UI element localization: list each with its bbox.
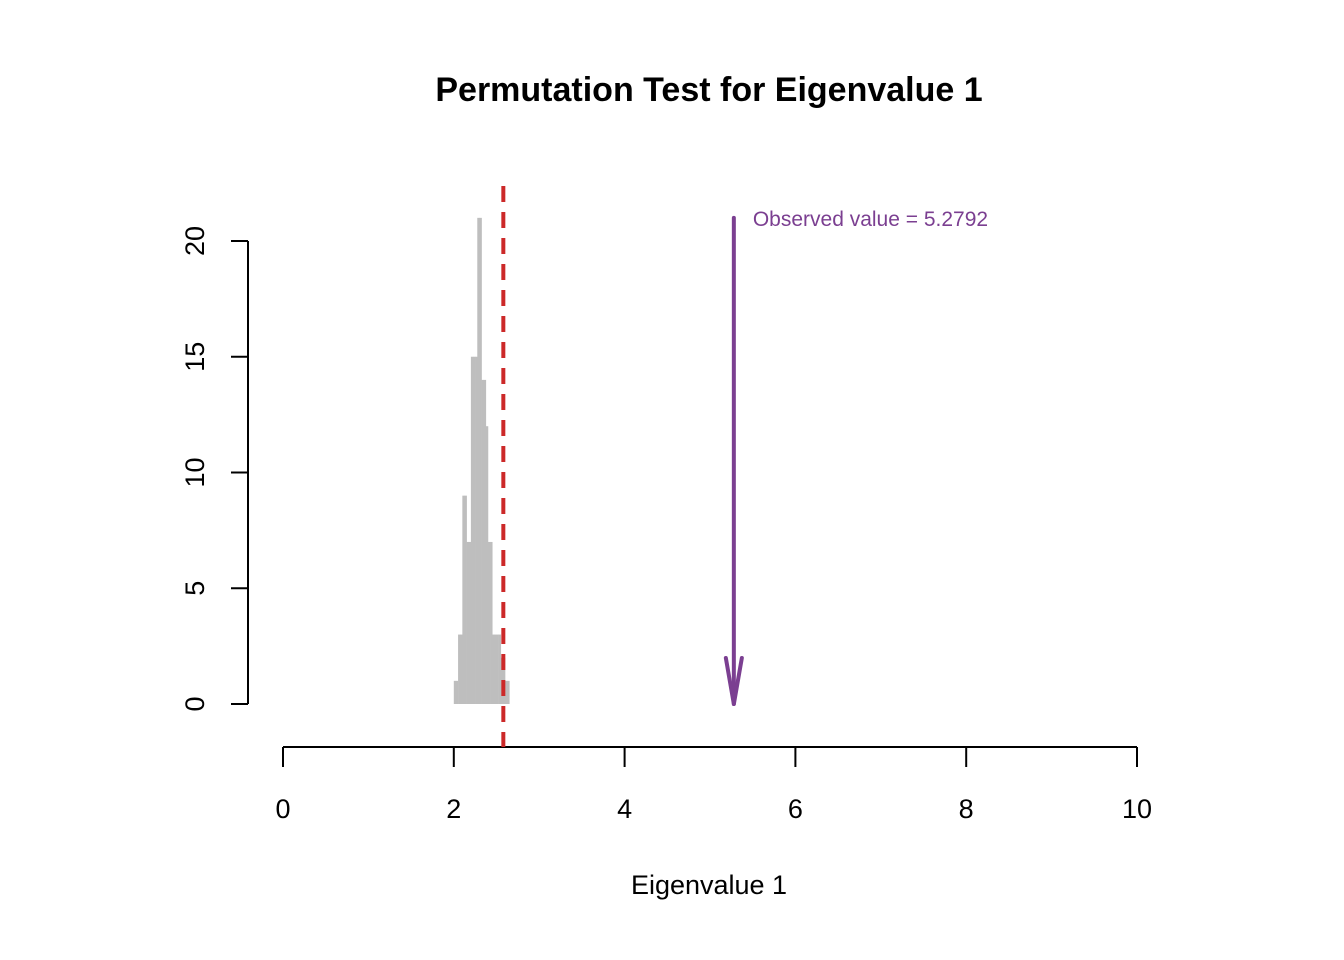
histogram-bar	[473, 356, 476, 704]
histogram-bar	[492, 634, 495, 704]
histogram-bar	[483, 379, 487, 704]
y-axis: 0 5 10 15 20	[180, 226, 249, 712]
y-tick-label: 10	[180, 457, 210, 487]
histogram-bar	[494, 634, 497, 704]
observed-arrow-head	[723, 656, 744, 706]
histogram-bar	[468, 541, 472, 704]
histogram-bar	[487, 541, 491, 704]
x-tick-label: 10	[1122, 794, 1152, 824]
chart-title: Permutation Test for Eigenvalue 1	[435, 71, 982, 109]
x-tick-label: 2	[446, 794, 461, 824]
histogram-bar	[485, 426, 489, 704]
histogram-bar	[481, 379, 484, 704]
y-tick-label: 5	[180, 581, 210, 596]
histogram-bar	[479, 217, 482, 704]
x-tick-label: 6	[788, 794, 803, 824]
y-tick-label: 20	[180, 226, 210, 256]
x-tick-label: 8	[959, 794, 974, 824]
x-axis: 0 2 4 6 8 10	[275, 746, 1152, 824]
histogram-bar	[464, 495, 467, 704]
histogram-bar	[507, 680, 510, 704]
y-tick-label: 0	[180, 696, 210, 711]
histogram-bars	[453, 217, 510, 704]
histogram-bar	[477, 217, 480, 704]
x-tick-label: 0	[275, 794, 290, 824]
histogram-bar	[475, 356, 478, 704]
x-axis-label: Eigenvalue 1	[631, 870, 787, 900]
histogram-bar	[466, 541, 470, 704]
histogram-bar	[498, 634, 502, 704]
histogram-bar	[458, 634, 461, 704]
observed-value-marker: Observed value = 5.2792	[723, 208, 988, 706]
x-tick-label: 4	[617, 794, 632, 824]
y-tick-label: 15	[180, 342, 210, 372]
histogram-bar	[460, 634, 463, 704]
histogram-bar	[470, 356, 474, 704]
histogram-bar	[462, 495, 465, 704]
histogram-bar	[505, 680, 508, 704]
histogram-bar	[453, 680, 457, 704]
observed-value-label: Observed value = 5.2792	[753, 208, 988, 231]
histogram-bar	[496, 634, 499, 704]
histogram-bar	[490, 541, 493, 704]
histogram-bar	[455, 680, 459, 704]
